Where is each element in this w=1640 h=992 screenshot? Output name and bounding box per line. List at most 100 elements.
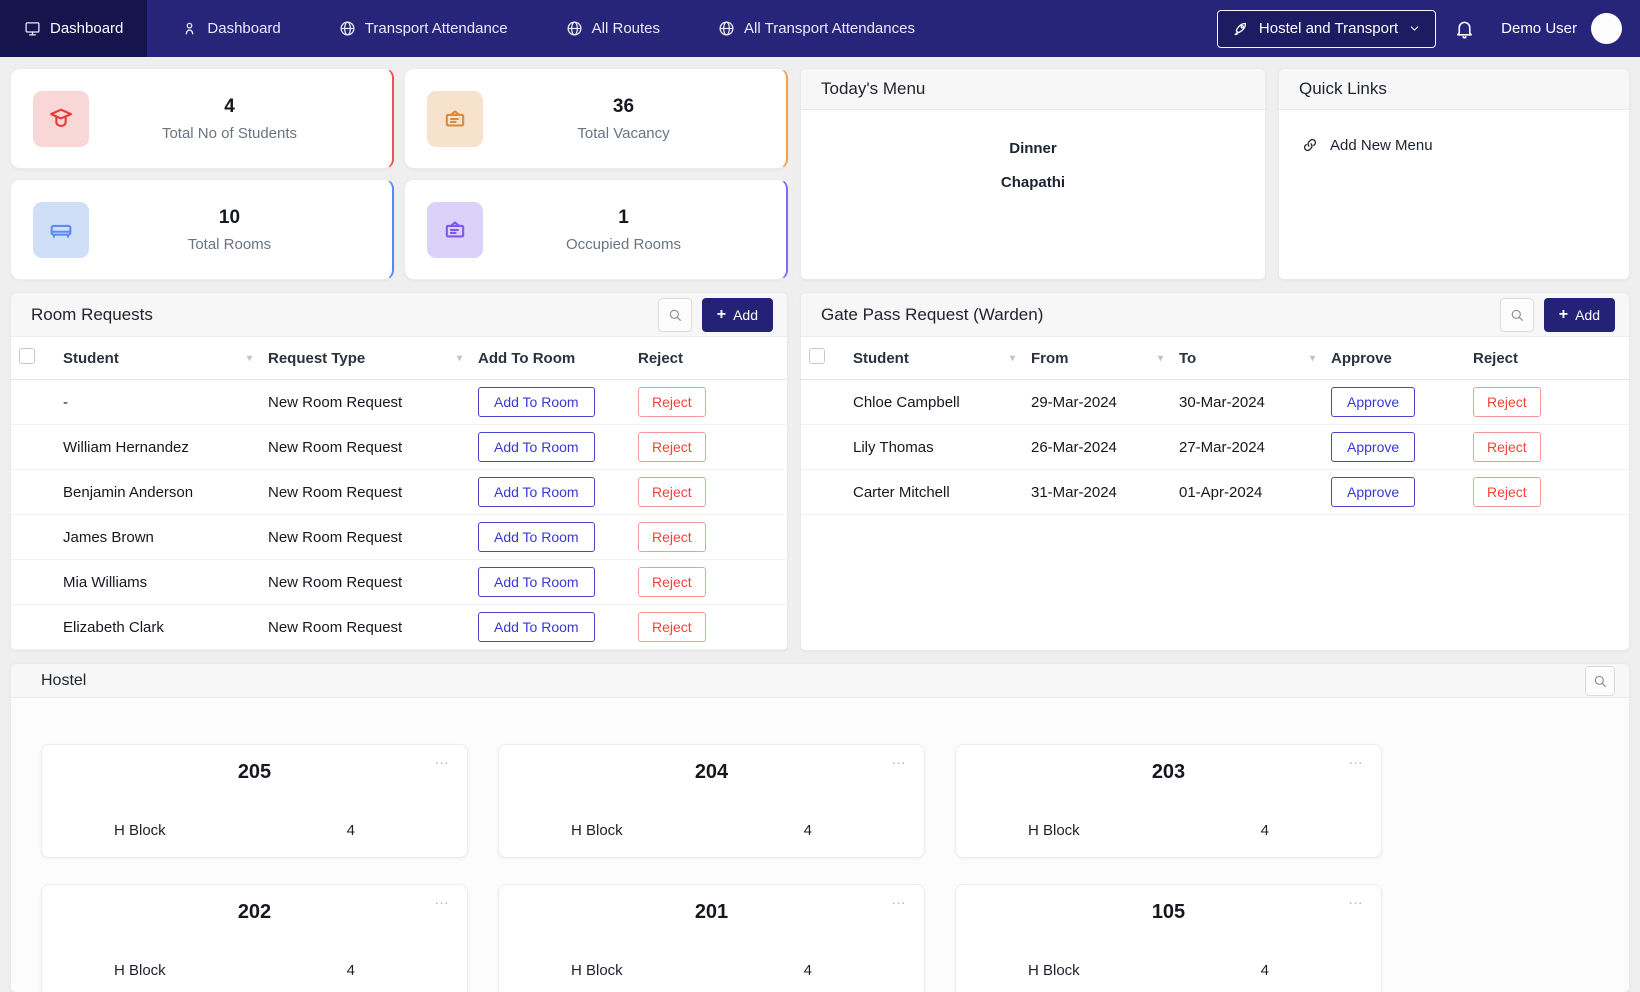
reject-button[interactable]: Reject: [638, 522, 706, 552]
column-header-student[interactable]: Student: [63, 349, 119, 367]
gate-pass-add-button[interactable]: + Add: [1543, 297, 1615, 332]
approve-button[interactable]: Approve: [1331, 387, 1416, 417]
gate-pass-search-button[interactable]: [1499, 297, 1534, 332]
nav-tab-label: Transport Attendance: [364, 20, 508, 37]
sort-caret-icon[interactable]: ▾: [1157, 352, 1163, 364]
room-number: 202: [237, 901, 272, 923]
nav-tab-dashboard-transport[interactable]: Dashboard: [157, 0, 304, 57]
student-name: Elizabeth Clark: [55, 604, 260, 650]
add-to-room-button[interactable]: Add To Room: [478, 387, 595, 417]
quick-link-add-new-menu[interactable]: Add New Menu: [1279, 110, 1629, 154]
search-icon: [1511, 309, 1523, 321]
stat-cards: 4 Total No of Students 36 Total Vacancy: [10, 68, 788, 280]
sort-caret-icon[interactable]: ▾: [1309, 352, 1315, 364]
hostel-search-button[interactable]: [1585, 665, 1615, 696]
room-number: 105: [1151, 901, 1186, 923]
room-request-row: Mason Miller New Room Request Add To Roo…: [11, 649, 787, 650]
column-header-from[interactable]: From: [1031, 349, 1069, 367]
room-options-menu[interactable]: …: [891, 891, 908, 908]
gate-pass-row: Lily Thomas 26-Mar-2024 27-Mar-2024 Appr…: [801, 424, 1629, 470]
menu-meal: Dinner: [1009, 140, 1057, 157]
quick-link-label: Add New Menu: [1330, 136, 1433, 154]
room-options-menu[interactable]: …: [1348, 751, 1365, 768]
room-card-203[interactable]: 203 … H Block 4: [955, 744, 1382, 858]
room-requests-search-button[interactable]: [657, 297, 692, 332]
column-header-add-to-room: Add To Room: [470, 337, 630, 380]
stat-label: Total No of Students: [161, 124, 298, 142]
student-name: William Hernandez: [55, 424, 260, 470]
column-header-to[interactable]: To: [1179, 349, 1197, 367]
room-number: 205: [237, 761, 272, 783]
room-card-204[interactable]: 204 … H Block 4: [498, 744, 925, 858]
nav-tab-label: Dashboard: [50, 20, 124, 37]
add-button-label: Add: [1575, 306, 1600, 323]
reject-button[interactable]: Reject: [638, 612, 706, 642]
chevron-down-icon: [1410, 26, 1419, 31]
select-all-checkbox[interactable]: [809, 348, 825, 364]
reject-button[interactable]: Reject: [1473, 432, 1541, 462]
room-options-menu[interactable]: …: [891, 751, 908, 768]
request-type: New Room Request: [260, 649, 470, 650]
select-all-checkbox[interactable]: [19, 348, 35, 364]
add-to-room-button[interactable]: Add To Room: [478, 612, 595, 642]
nav-tab-all-transport-attendances[interactable]: All Transport Attendances: [694, 0, 939, 57]
reject-button[interactable]: Reject: [638, 567, 706, 597]
request-type: New Room Request: [260, 559, 470, 605]
column-header-reject: Reject: [630, 337, 787, 380]
room-card-105[interactable]: 105 … H Block 4: [955, 884, 1382, 992]
stat-card-occupied-rooms: 1 Occupied Rooms: [404, 179, 788, 280]
room-requests-panel: Room Requests + Add Student ▾ Request Typ…: [10, 292, 788, 651]
stat-card-total-rooms: 10 Total Rooms: [10, 179, 394, 280]
room-options-menu[interactable]: …: [434, 751, 451, 768]
room-card-201[interactable]: 201 … H Block 4: [498, 884, 925, 992]
sort-caret-icon[interactable]: ▾: [246, 352, 252, 364]
room-card-205[interactable]: 205 … H Block 4: [41, 744, 468, 858]
room-request-row: - New Room Request Add To Room Reject: [11, 379, 787, 425]
sort-caret-icon[interactable]: ▾: [456, 352, 462, 364]
nav-tab-transport-attendance[interactable]: Transport Attendance: [315, 0, 532, 57]
stat-value: 1: [618, 206, 629, 228]
room-requests-add-button[interactable]: + Add: [701, 297, 773, 332]
add-to-room-button[interactable]: Add To Room: [478, 477, 595, 507]
user-name: Demo User: [1501, 20, 1577, 37]
student-name: -: [55, 379, 260, 425]
student-name: Lily Thomas: [845, 424, 1023, 470]
stat-label: Total Rooms: [187, 235, 272, 253]
room-block: H Block: [1028, 822, 1080, 839]
hostel-title: Hostel: [41, 671, 87, 689]
stat-card-total-vacancy: 36 Total Vacancy: [404, 68, 788, 169]
room-card-202[interactable]: 202 … H Block 4: [41, 884, 468, 992]
approve-button[interactable]: Approve: [1331, 477, 1416, 507]
reject-button[interactable]: Reject: [638, 432, 706, 462]
reject-button[interactable]: Reject: [1473, 387, 1541, 417]
room-capacity: 4: [346, 962, 355, 979]
add-to-room-button[interactable]: Add To Room: [478, 522, 595, 552]
rocket-icon: [1234, 22, 1246, 36]
menu-item: Chapathi: [1000, 174, 1066, 191]
add-to-room-button[interactable]: Add To Room: [478, 567, 595, 597]
plus-icon: +: [1558, 305, 1569, 323]
stat-value: 36: [612, 95, 635, 117]
add-to-room-button[interactable]: Add To Room: [478, 432, 595, 462]
notifications-bell-button[interactable]: [1454, 18, 1475, 39]
user-avatar[interactable]: [1591, 13, 1622, 44]
date-to: 01-Apr-2024: [1171, 469, 1323, 515]
room-requests-table: Student ▾ Request Type ▾ Add To Room Rejec…: [11, 337, 787, 650]
student-name: Chloe Campbell: [845, 379, 1023, 425]
column-header-student[interactable]: Student: [853, 349, 909, 367]
reject-button[interactable]: Reject: [638, 477, 706, 507]
reject-button[interactable]: Reject: [1473, 477, 1541, 507]
gate-pass-title: Gate Pass Request (Warden): [821, 304, 1044, 324]
room-options-menu[interactable]: …: [1348, 891, 1365, 908]
column-header-request-type[interactable]: Request Type: [268, 349, 366, 367]
room-options-menu[interactable]: …: [434, 891, 451, 908]
module-selector-dropdown[interactable]: Hostel and Transport: [1216, 9, 1437, 48]
todays-menu-panel: Today's Menu Dinner Chapathi: [800, 68, 1266, 280]
add-button-label: Add: [733, 306, 758, 323]
room-request-row: Elizabeth Clark New Room Request Add To …: [11, 604, 787, 650]
nav-tab-dashboard-hostel[interactable]: Dashboard: [0, 0, 148, 57]
nav-tab-all-routes[interactable]: All Routes: [542, 0, 684, 57]
approve-button[interactable]: Approve: [1331, 432, 1416, 462]
sort-caret-icon[interactable]: ▾: [1009, 352, 1015, 364]
reject-button[interactable]: Reject: [638, 387, 706, 417]
